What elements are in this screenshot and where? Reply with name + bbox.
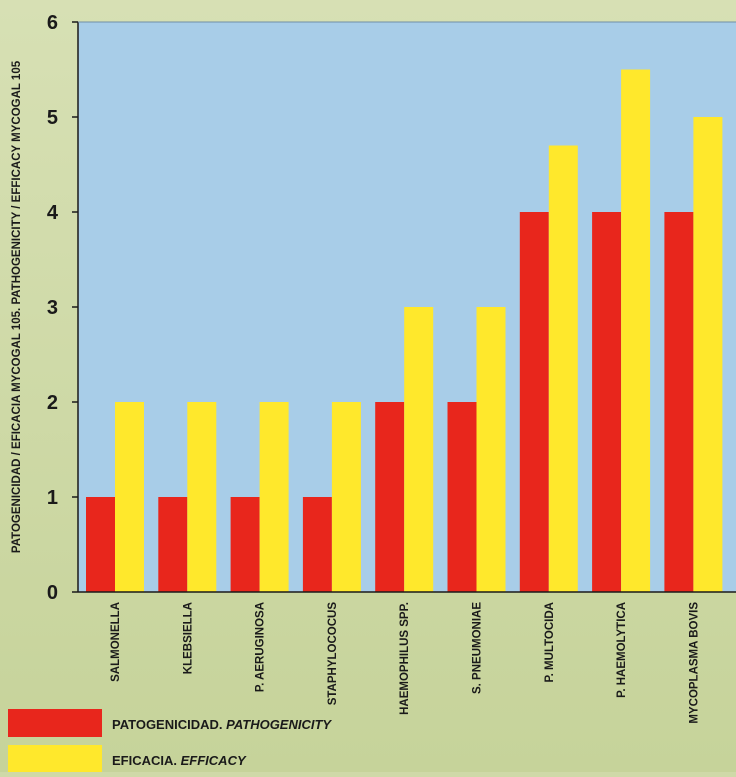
x-tick-label: P. HAEMOLYTICA [616,602,628,698]
bar-efficacy-9 [693,117,723,592]
bar-efficacy-4 [331,402,361,592]
bar-efficacy-3 [259,402,289,592]
x-tick-label: STAPHYLOCOCUS [327,602,339,706]
bar-pathogenicity-2 [158,497,188,592]
y-tick-label: 6 [47,12,58,34]
legend-label-plain: PATOGENICIDAD. [112,717,226,732]
x-ticks-group: SALMONELLA KLEBSIELLA P. AERUGINOSA STAPHYL… [110,602,700,724]
legend-label-plain: EFICACIA. [112,753,181,768]
y-tick-label: 2 [47,392,58,414]
x-tick-label: HAEMOPHILUS SPP. [399,602,411,715]
bar-efficacy-8 [621,69,651,592]
legend-label-italic: PATHOGENICITY [226,717,332,732]
x-tick-label: P. AERUGINOSA [255,602,267,692]
bar-efficacy-5 [404,307,434,592]
y-tick-label: 0 [47,582,58,604]
x-tick-label: SALMONELLA [110,602,122,682]
legend-label-efficacy: EFICACIA. EFFICACY [112,753,247,768]
bar-pathogenicity-8 [592,212,622,592]
y-tick-label: 4 [47,202,59,224]
bar-pathogenicity-3 [230,497,260,592]
x-tick-label: MYCOPLASMA BOVIS [688,602,700,724]
y-tick-label: 3 [47,297,58,319]
bar-pathogenicity-9 [664,212,694,592]
x-tick-label: KLEBSIELLA [182,602,194,674]
bars-group [86,69,723,592]
y-tick-label: 5 [47,107,58,129]
legend-swatch-pathogenicity [8,709,102,737]
bar-pathogenicity-4 [302,497,332,592]
y-tick-label: 1 [47,487,58,509]
x-tick-label: P. MULTOCIDA [544,602,556,683]
bar-efficacy-1 [115,402,144,592]
y-axis-label: PATOGENICIDAD / EFICACIA MYCOGAL 105. PA… [11,60,23,553]
bar-pathogenicity-7 [519,212,549,592]
legend-label-italic: EFFICACY [181,753,247,768]
legend-label-pathogenicity: PATOGENICIDAD. PATHOGENICITY [112,717,332,732]
bar-efficacy-6 [476,307,506,592]
legend: PATOGENICIDAD. PATHOGENICITY EFICACIA. EF… [8,709,332,773]
y-ticks-group: 0 1 2 3 4 5 6 [47,12,78,604]
bar-pathogenicity-1 [86,497,115,592]
legend-swatch-efficacy [8,745,102,773]
bar-efficacy-7 [548,145,578,592]
bar-pathogenicity-5 [375,402,405,592]
bar-pathogenicity-6 [447,402,477,592]
x-tick-label: S. PNEUMONIAE [472,602,484,694]
bar-efficacy-2 [187,402,217,592]
